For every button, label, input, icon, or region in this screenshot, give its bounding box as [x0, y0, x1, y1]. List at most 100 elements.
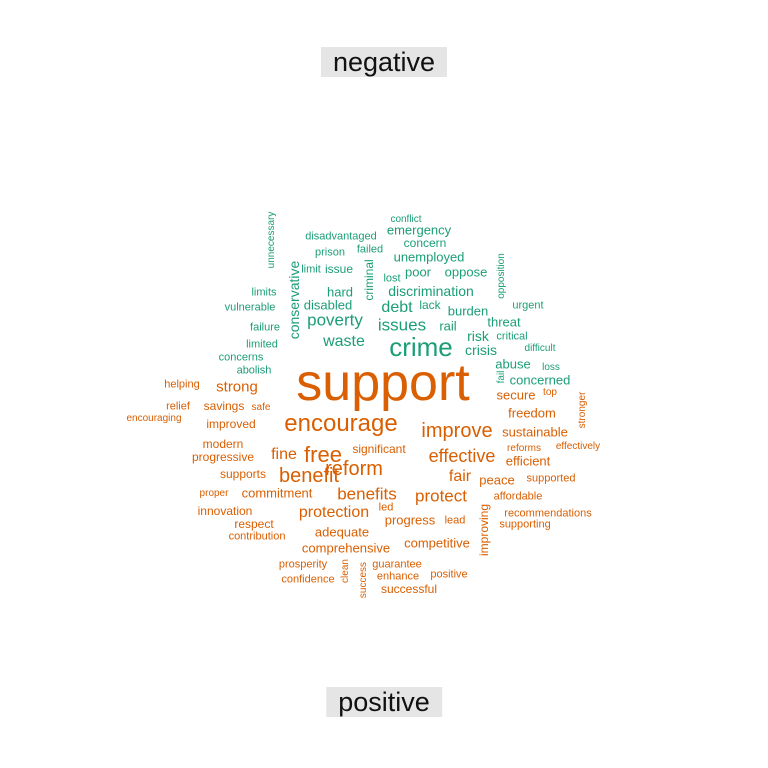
word-significant: significant	[352, 442, 406, 456]
word-critical: critical	[496, 330, 528, 343]
word-positive: positive	[430, 568, 468, 581]
word-issues: issues	[377, 315, 427, 335]
word-disadvantaged: disadvantaged	[305, 230, 377, 243]
word-failed: failed	[356, 243, 384, 256]
word-competitive: competitive	[404, 535, 470, 551]
word-contribution: contribution	[228, 530, 286, 543]
word-vulnerable: vulnerable	[224, 301, 276, 314]
word-guarantee: guarantee	[372, 558, 422, 571]
word-encouraging: encouraging	[126, 413, 182, 424]
word-waste: waste	[323, 333, 365, 350]
word-affordable: affordable	[493, 490, 543, 503]
word-limited: limited	[246, 338, 278, 351]
word-effective: effective	[428, 446, 496, 466]
word-burden: burden	[447, 303, 489, 319]
word-threat: threat	[487, 314, 521, 330]
word-free: free	[304, 442, 342, 467]
word-issue: issue	[324, 262, 354, 276]
group-label-positive: positive	[326, 687, 442, 717]
word-crime: crime	[389, 332, 453, 362]
word-lack: lack	[419, 298, 441, 312]
word-innovation: innovation	[197, 504, 253, 518]
word-poverty: poverty	[307, 310, 363, 330]
word-oppose: oppose	[444, 264, 488, 280]
word-recommendations: recommendations	[504, 507, 592, 520]
word-improve: improve	[421, 420, 493, 442]
word-conservative: conservative	[286, 260, 302, 340]
word-savings: savings	[203, 399, 245, 413]
word-strong: strong	[216, 378, 258, 396]
word-comprehensive: comprehensive	[301, 540, 391, 556]
word-success: success	[358, 561, 369, 599]
word-abolish: abolish	[236, 364, 272, 377]
word-opposition: opposition	[496, 253, 507, 299]
word-safe: safe	[251, 402, 271, 413]
word-progressive: progressive	[191, 450, 255, 464]
word-limit: limit	[301, 263, 321, 276]
word-relief: relief	[166, 400, 190, 413]
word-improved: improved	[206, 417, 256, 431]
word-concern: concern	[403, 236, 447, 250]
word-crisis: crisis	[465, 342, 497, 358]
word-support: support	[296, 354, 470, 412]
word-proper: proper	[199, 488, 229, 499]
word-commitment: commitment	[241, 485, 313, 501]
word-prison: prison	[315, 246, 345, 259]
word-fail: fail	[496, 370, 507, 384]
word-benefits: benefits	[337, 484, 397, 504]
word-concerns: concerns	[218, 351, 264, 364]
word-emergency: emergency	[386, 222, 452, 238]
word-limits: limits	[251, 286, 277, 299]
word-lead: lead	[444, 514, 466, 527]
word-unemployed: unemployed	[393, 249, 465, 265]
word-discrimination: discrimination	[388, 283, 474, 299]
word-clean: clean	[340, 559, 351, 583]
word-supports: supports	[219, 467, 267, 481]
word-failure: failure	[250, 321, 280, 334]
word-loss: loss	[542, 362, 560, 373]
word-difficult: difficult	[524, 343, 556, 354]
word-hard: hard	[326, 284, 354, 300]
word-progress: progress	[384, 512, 436, 528]
word-adequate: adequate	[314, 524, 370, 540]
word-concerned: concerned	[509, 372, 571, 388]
group-label-negative: negative	[320, 47, 448, 77]
word-poor: poor	[404, 264, 432, 280]
word-encourage: encourage	[284, 410, 398, 437]
word-helping: helping	[164, 378, 200, 391]
word-abuse: abuse	[495, 356, 531, 372]
word-supported: supported	[526, 472, 576, 485]
word-reform: reform	[325, 458, 383, 480]
word-unnecessary: unnecessary	[266, 211, 277, 269]
word-freedom: freedom	[508, 405, 556, 421]
word-protection: protection	[298, 504, 370, 521]
word-confidence: confidence	[281, 573, 335, 586]
word-supporting: supporting	[499, 518, 551, 531]
word-modern: modern	[202, 437, 244, 451]
word-top: top	[543, 387, 557, 398]
word-urgent: urgent	[512, 299, 544, 312]
word-prosperity: prosperity	[278, 558, 328, 571]
word-improving: improving	[477, 503, 491, 557]
word-debt: debt	[381, 299, 413, 316]
word-conflict: conflict	[390, 214, 422, 225]
word-fine: fine	[271, 446, 297, 463]
word-successful: successful	[380, 582, 438, 596]
word-stronger: stronger	[577, 391, 588, 429]
word-effectively: effectively	[555, 441, 601, 452]
word-efficient: efficient	[505, 453, 551, 469]
word-benefit: benefit	[278, 465, 340, 487]
word-criminal: criminal	[362, 259, 376, 301]
word-secure: secure	[496, 387, 536, 403]
word-led: led	[378, 501, 394, 514]
word-risk: risk	[467, 328, 489, 344]
word-sustainable: sustainable	[502, 424, 568, 440]
word-peace: peace	[479, 472, 515, 488]
word-rail: rail	[439, 318, 457, 334]
word-lost: lost	[383, 272, 401, 285]
word-respect: respect	[234, 517, 274, 531]
word-reforms: reforms	[507, 443, 541, 454]
word-protect: protect	[415, 486, 467, 506]
word-enhance: enhance	[376, 570, 420, 583]
